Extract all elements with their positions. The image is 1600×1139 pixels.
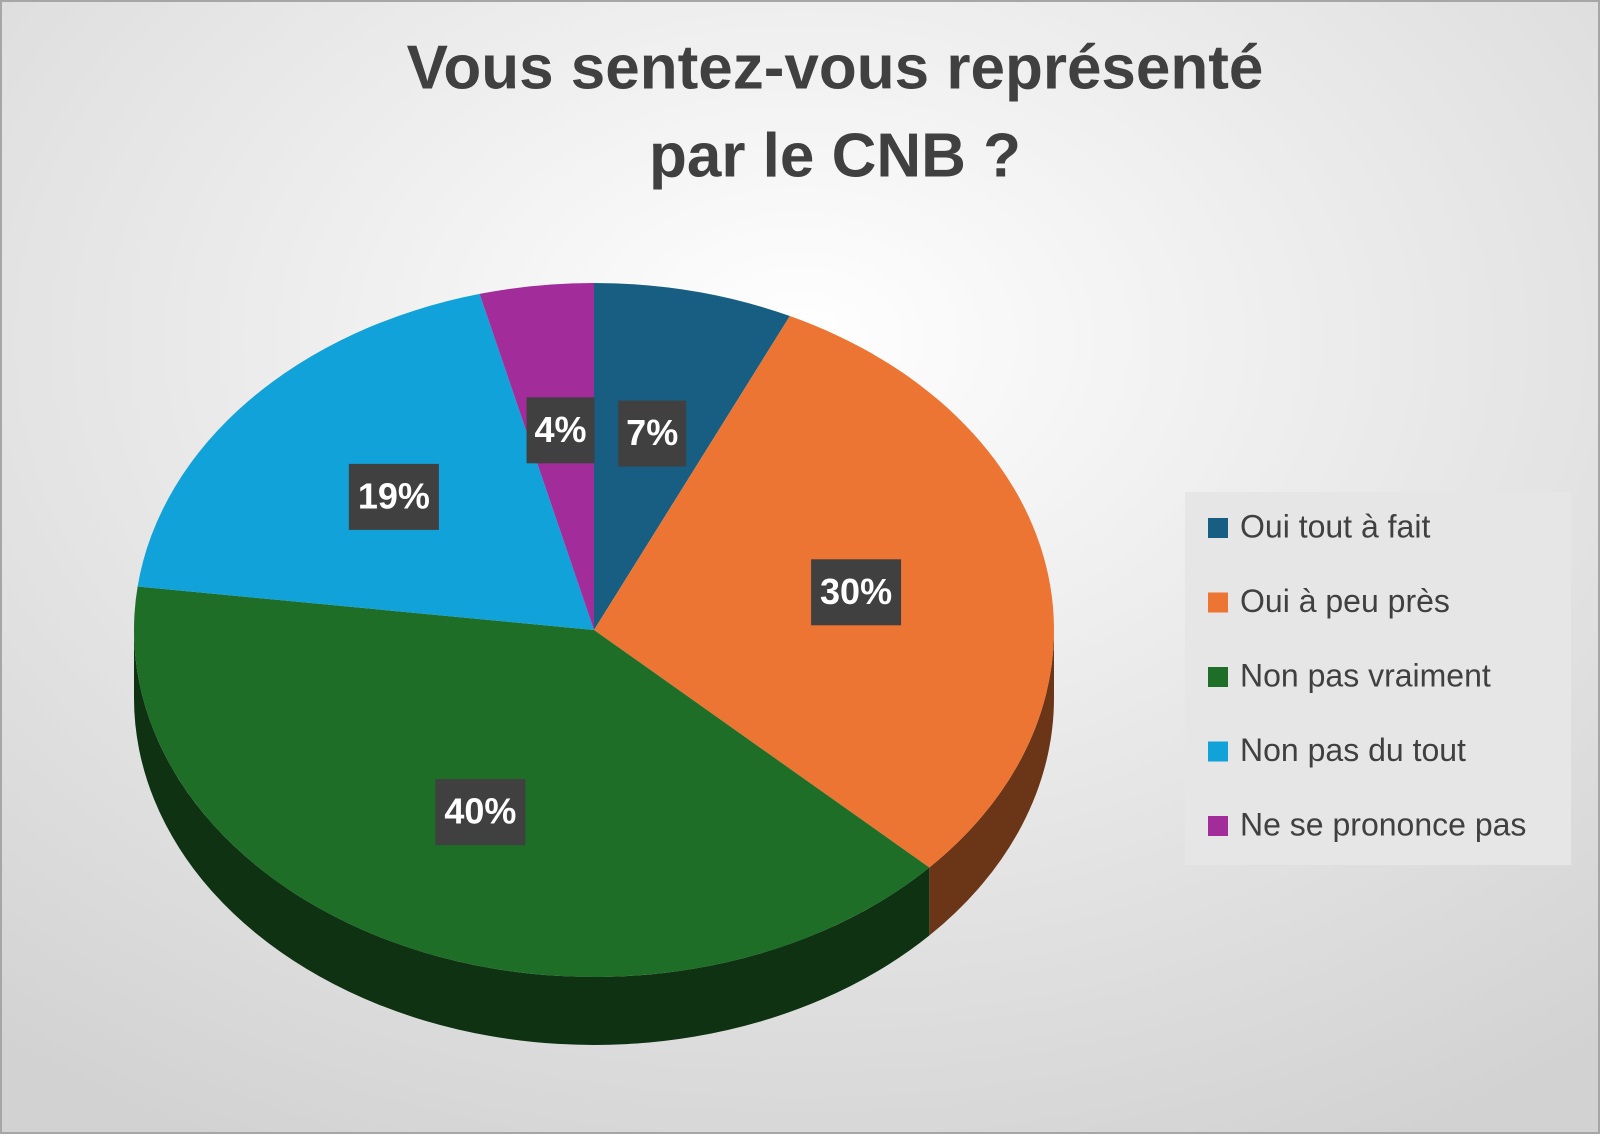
legend-swatch: [1208, 816, 1228, 836]
slice-side: [929, 630, 1054, 936]
data-label-box: [435, 779, 526, 846]
data-label: 4%: [535, 409, 587, 450]
data-label: 30%: [820, 571, 892, 612]
data-label-box: [618, 400, 687, 467]
slice: [137, 293, 594, 630]
legend-label: Oui à peu près: [1240, 583, 1450, 619]
slice-side: [134, 630, 930, 1045]
slice: [134, 586, 930, 977]
legend-label: Non pas du tout: [1240, 732, 1466, 768]
legend-swatch: [1208, 592, 1228, 613]
data-label-box: [811, 559, 902, 626]
data-label-box: [526, 397, 595, 464]
data-label: 7%: [626, 412, 678, 453]
chart-title: Vous sentez-vous représenté: [407, 33, 1264, 102]
legend-swatch: [1208, 518, 1228, 538]
data-label-box: [348, 463, 439, 530]
legend-swatch: [1208, 667, 1228, 687]
chart-title: par le CNB ?: [649, 121, 1021, 190]
data-label: 19%: [358, 475, 430, 516]
legend-label: Non pas vraiment: [1240, 657, 1491, 693]
slice: [594, 283, 790, 630]
data-label: 40%: [444, 791, 516, 832]
legend-box: [1185, 492, 1571, 865]
legend-swatch: [1208, 741, 1228, 762]
legend-label: Oui tout à fait: [1240, 508, 1430, 544]
legend-label: Ne se prononce pas: [1240, 806, 1526, 842]
